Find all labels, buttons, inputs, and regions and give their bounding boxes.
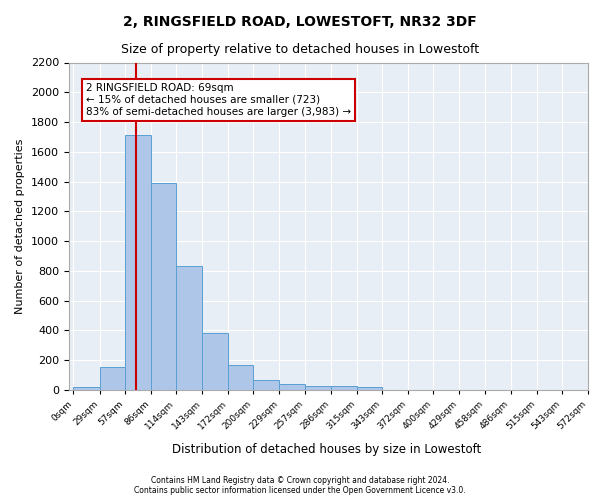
Text: 2, RINGSFIELD ROAD, LOWESTOFT, NR32 3DF: 2, RINGSFIELD ROAD, LOWESTOFT, NR32 3DF bbox=[123, 15, 477, 29]
Y-axis label: Number of detached properties: Number of detached properties bbox=[16, 138, 25, 314]
Bar bbox=[176, 266, 202, 390]
Bar bbox=[331, 386, 357, 390]
Bar bbox=[253, 380, 280, 390]
Bar bbox=[73, 387, 100, 390]
Bar bbox=[305, 386, 331, 390]
Text: Contains HM Land Registry data © Crown copyright and database right 2024.
Contai: Contains HM Land Registry data © Crown c… bbox=[134, 476, 466, 495]
Bar bbox=[280, 384, 305, 390]
Bar bbox=[125, 136, 151, 390]
Bar bbox=[357, 388, 382, 390]
Bar bbox=[228, 366, 253, 390]
Text: 2 RINGSFIELD ROAD: 69sqm
← 15% of detached houses are smaller (723)
83% of semi-: 2 RINGSFIELD ROAD: 69sqm ← 15% of detach… bbox=[86, 84, 351, 116]
Bar bbox=[202, 332, 228, 390]
Bar bbox=[151, 183, 176, 390]
Text: Size of property relative to detached houses in Lowestoft: Size of property relative to detached ho… bbox=[121, 42, 479, 56]
Bar bbox=[100, 367, 125, 390]
Text: Distribution of detached houses by size in Lowestoft: Distribution of detached houses by size … bbox=[172, 442, 482, 456]
